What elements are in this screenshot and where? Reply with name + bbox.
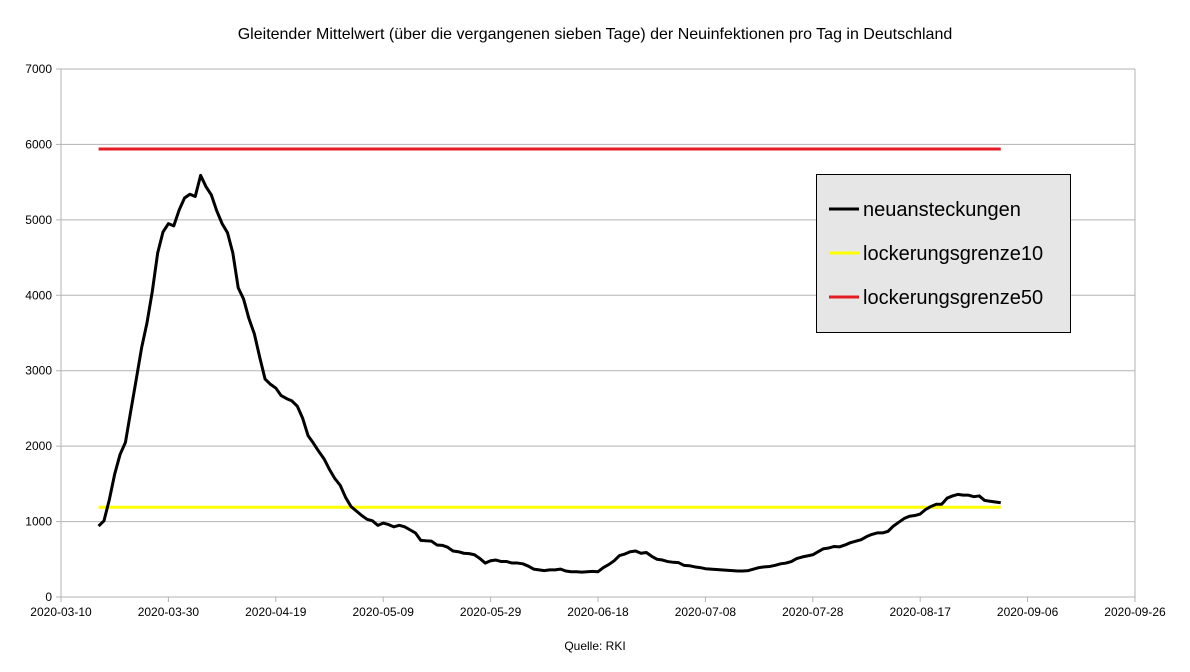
legend: neuansteckungen lockerungsgrenze10 lockeru… [816, 174, 1071, 333]
y-axis-ticks: 0 1000 2000 3000 4000 5000 6000 7000 [25, 62, 61, 604]
x-tick-label: 2020-03-10 [30, 605, 92, 619]
x-tick-label: 2020-05-29 [460, 605, 522, 619]
grid [61, 68, 1135, 523]
y-tick-label: 7000 [25, 62, 52, 76]
x-tick-label: 2020-09-06 [997, 605, 1059, 619]
x-tick-label: 2020-06-18 [567, 605, 629, 619]
series-line-neuansteckungen [97, 173, 1001, 574]
legend-label-neuansteckungen: neuansteckungen [863, 199, 1021, 221]
series-lines [97, 147, 1001, 574]
y-tick-label: 2000 [25, 439, 52, 453]
x-tick-label: 2020-05-09 [353, 605, 415, 619]
x-axis-ticks: 2020-03-10 2020-03-30 2020-04-19 2020-05-09… [30, 597, 1166, 619]
y-tick-label: 4000 [25, 288, 52, 302]
y-tick-label: 1000 [25, 515, 52, 529]
x-tick-label: 2020-08-17 [890, 605, 952, 619]
y-tick-label: 3000 [25, 364, 52, 378]
legend-label-lockerungsgrenze10: lockerungsgrenze10 [863, 243, 1043, 265]
source-note: Quelle: RKI [564, 639, 625, 653]
x-tick-label: 2020-07-28 [782, 605, 844, 619]
y-tick-label: 5000 [25, 213, 52, 227]
y-tick-label: 6000 [25, 137, 52, 151]
legend-label-lockerungsgrenze50: lockerungsgrenze50 [863, 287, 1043, 309]
x-tick-label: 2020-03-30 [138, 605, 200, 619]
x-tick-label: 2020-04-19 [245, 605, 307, 619]
x-tick-label: 2020-09-26 [1104, 605, 1166, 619]
y-tick-label: 0 [45, 590, 52, 604]
x-tick-label: 2020-07-08 [675, 605, 737, 619]
chart-title: Gleitender Mittelwert (über die vergange… [238, 26, 953, 43]
